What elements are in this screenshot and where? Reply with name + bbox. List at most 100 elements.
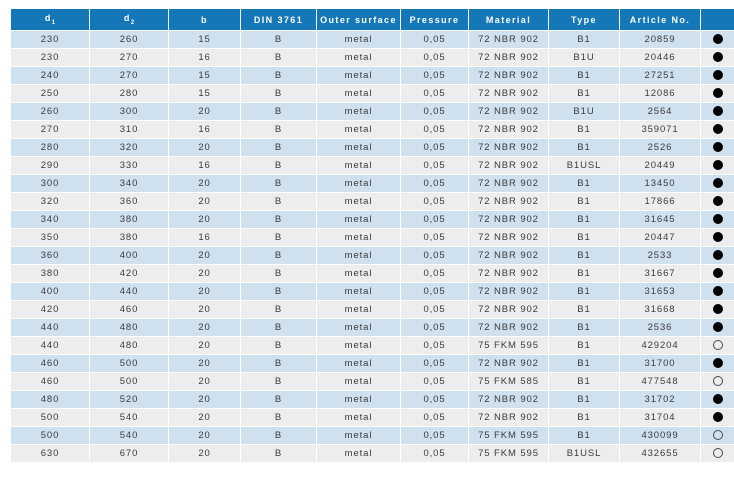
outer-surface-cell: metal [317,427,400,444]
pressure-cell: 0,05 [401,319,468,336]
pressure-cell: 0,05 [401,301,468,318]
article-no-cell: 31645 [620,211,700,228]
d1-cell: 270 [11,121,89,138]
availability-cell [701,229,734,246]
b-cell: 20 [169,193,240,210]
outer-surface-cell: metal [317,355,400,372]
filled-circle-icon [712,178,723,189]
material-cell: 72 NBR 902 [469,265,548,282]
outer-surface-cell: metal [317,193,400,210]
din-3761-cell: B [241,85,316,102]
article-no-cell: 20446 [620,49,700,66]
type-cell: B1USL [549,445,619,462]
filled-circle-icon [712,160,723,171]
b-cell: 20 [169,409,240,426]
column-header-outer-surface: Outer surface [317,9,400,30]
pressure-cell: 0,05 [401,409,468,426]
filled-circle-icon [712,250,723,261]
d1-cell: 350 [11,229,89,246]
outer-surface-cell: metal [317,283,400,300]
filled-circle-icon [712,196,723,207]
availability-cell [701,445,734,462]
availability-cell [701,121,734,138]
article-no-cell: 359071 [620,121,700,138]
pressure-cell: 0,05 [401,157,468,174]
d2-cell: 540 [90,409,168,426]
type-cell: B1 [549,265,619,282]
din-3761-cell: B [241,427,316,444]
article-no-cell: 31704 [620,409,700,426]
d2-cell: 460 [90,301,168,318]
pressure-cell: 0,05 [401,265,468,282]
pressure-cell: 0,05 [401,103,468,120]
outer-surface-cell: metal [317,157,400,174]
filled-circle-icon [712,412,723,423]
d1-cell: 460 [11,373,89,390]
pressure-cell: 0,05 [401,229,468,246]
filled-circle-icon [712,232,723,243]
d1-cell: 400 [11,283,89,300]
din-3761-cell: B [241,67,316,84]
availability-cell [701,337,734,354]
b-cell: 20 [169,319,240,336]
availability-cell [701,409,734,426]
b-cell: 20 [169,211,240,228]
pressure-cell: 0,05 [401,139,468,156]
b-cell: 20 [169,301,240,318]
din-3761-cell: B [241,301,316,318]
column-header-d1: d1 [11,9,89,30]
pressure-cell: 0,05 [401,211,468,228]
d1-cell: 500 [11,427,89,444]
article-no-cell: 12086 [620,85,700,102]
type-cell: B1 [549,229,619,246]
availability-cell [701,373,734,390]
type-cell: B1 [549,211,619,228]
d2-cell: 280 [90,85,168,102]
outer-surface-cell: metal [317,31,400,48]
pressure-cell: 0,05 [401,445,468,462]
availability-cell [701,319,734,336]
din-3761-cell: B [241,193,316,210]
b-cell: 16 [169,157,240,174]
material-cell: 72 NBR 902 [469,175,548,192]
pressure-cell: 0,05 [401,391,468,408]
d2-cell: 420 [90,265,168,282]
material-cell: 72 NBR 902 [469,49,548,66]
column-header-d1-subscript: 1 [51,19,56,26]
type-cell: B1 [549,391,619,408]
b-cell: 16 [169,121,240,138]
d2-cell: 400 [90,247,168,264]
filled-circle-icon [712,214,723,225]
din-3761-cell: B [241,355,316,372]
open-circle-icon [712,340,723,351]
d1-cell: 440 [11,337,89,354]
header-row: d1 d2 b DIN 3761 Outer surface Pressure Materi… [11,9,734,30]
b-cell: 20 [169,373,240,390]
article-no-cell: 429204 [620,337,700,354]
material-cell: 72 NBR 902 [469,391,548,408]
type-cell: B1 [549,319,619,336]
d2-cell: 500 [90,355,168,372]
outer-surface-cell: metal [317,409,400,426]
pressure-cell: 0,05 [401,355,468,372]
column-header-article-no: Article No. [620,9,700,30]
open-circle-icon [712,376,723,387]
outer-surface-cell: metal [317,139,400,156]
material-cell: 72 NBR 902 [469,193,548,210]
column-header-b: b [169,9,240,30]
d2-cell: 310 [90,121,168,138]
availability-cell [701,175,734,192]
availability-cell [701,193,734,210]
open-circle-icon [712,448,723,459]
d1-cell: 500 [11,409,89,426]
